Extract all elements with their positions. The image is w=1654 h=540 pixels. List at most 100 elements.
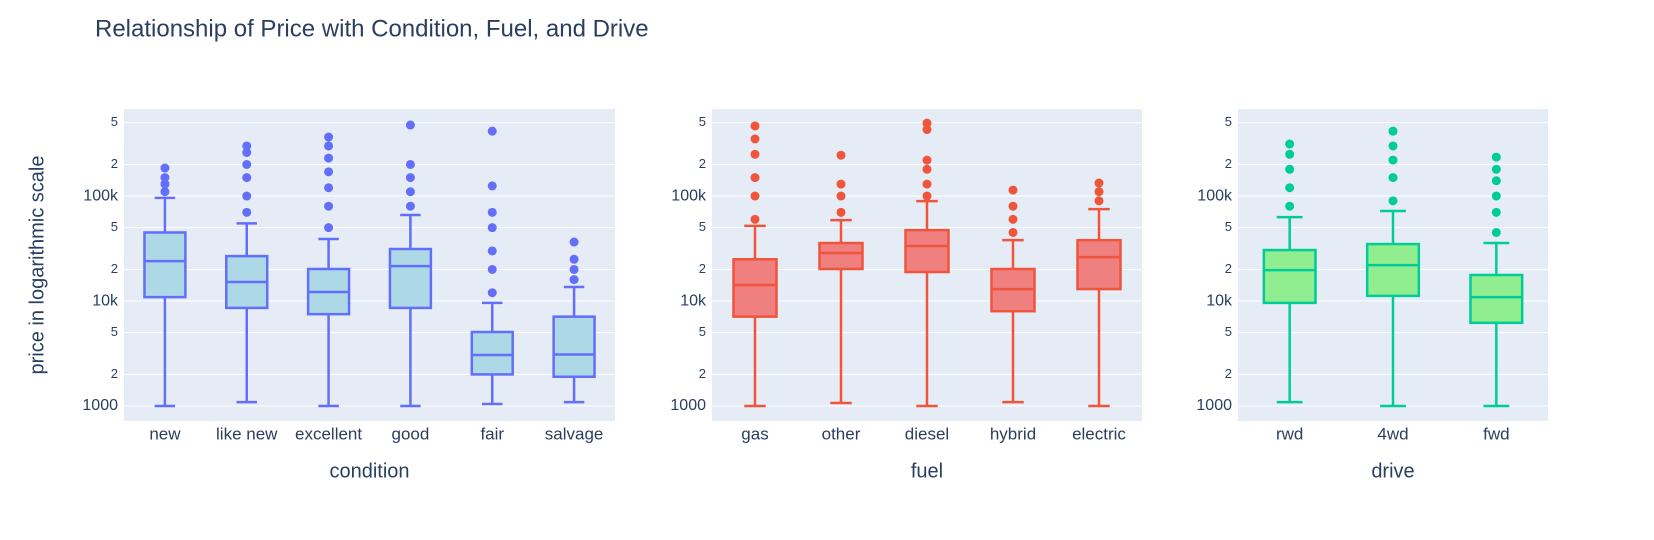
- x-axis-title: drive: [1371, 460, 1414, 482]
- outlier: [1285, 201, 1295, 211]
- box: [143, 231, 187, 299]
- outlier: [1285, 183, 1295, 193]
- outlier: [242, 191, 252, 201]
- y-tick-label: 100k: [671, 187, 707, 204]
- y-tick-label: 2: [699, 156, 706, 171]
- outlier: [405, 159, 415, 169]
- x-axis-title: fuel: [911, 460, 943, 482]
- outlier: [242, 159, 252, 169]
- y-axis-title: price in logarithmic scale: [26, 156, 48, 375]
- outlier: [242, 207, 252, 217]
- y-tick-label: 5: [699, 114, 706, 129]
- x-tick-label: gas: [741, 424, 768, 443]
- box: [470, 330, 514, 376]
- outlier: [487, 126, 497, 136]
- outlier: [569, 237, 579, 247]
- box: [732, 258, 778, 318]
- outlier: [242, 141, 252, 151]
- outlier: [160, 179, 170, 189]
- outlier: [324, 132, 334, 142]
- x-tick-label: salvage: [545, 424, 604, 443]
- outlier: [324, 201, 334, 211]
- outlier: [160, 187, 170, 197]
- outlier: [922, 164, 932, 174]
- y-tick-label: 5: [111, 114, 118, 129]
- outlier: [324, 167, 334, 177]
- outlier: [1388, 141, 1398, 151]
- y-tick-label: 2: [111, 261, 118, 276]
- y-tick-label: 10k: [1206, 292, 1233, 309]
- y-tick-label: 2: [1225, 261, 1232, 276]
- outlier: [1008, 201, 1018, 211]
- outlier: [405, 173, 415, 183]
- outlier: [1094, 187, 1104, 197]
- outlier: [1388, 155, 1398, 165]
- outlier: [750, 191, 760, 201]
- y-tick-label: 100k: [1197, 187, 1233, 204]
- outlier: [1285, 164, 1295, 174]
- outlier: [160, 163, 170, 173]
- y-tick-label: 5: [1225, 114, 1232, 129]
- y-tick-label: 10k: [92, 292, 119, 309]
- outlier: [324, 183, 334, 193]
- outlier: [1008, 185, 1018, 195]
- outlier: [922, 191, 932, 201]
- x-tick-label: other: [822, 424, 861, 443]
- y-tick-label: 2: [1225, 156, 1232, 171]
- x-tick-label: hybrid: [990, 424, 1036, 443]
- y-tick-label: 10k: [680, 292, 707, 309]
- outlier: [324, 223, 334, 233]
- outlier: [1008, 214, 1018, 224]
- box: [904, 228, 950, 274]
- outlier: [750, 134, 760, 144]
- outlier: [1388, 196, 1398, 206]
- y-tick-label: 5: [1225, 324, 1232, 339]
- outlier: [405, 201, 415, 211]
- x-axis-title: condition: [329, 460, 409, 482]
- x-tick-label: like new: [216, 424, 278, 443]
- outlier: [487, 264, 497, 274]
- outlier: [487, 223, 497, 233]
- x-tick-label: fair: [480, 424, 504, 443]
- outlier: [922, 155, 932, 165]
- outlier: [487, 207, 497, 217]
- outlier: [242, 147, 252, 157]
- y-tick-label: 1000: [1196, 397, 1232, 414]
- outlier: [1491, 164, 1501, 174]
- outlier: [1491, 176, 1501, 186]
- outlier: [1094, 196, 1104, 206]
- outlier: [160, 173, 170, 183]
- plot-background: [124, 109, 615, 421]
- x-tick-label: 4wd: [1377, 424, 1408, 443]
- outlier: [750, 149, 760, 159]
- outlier: [750, 214, 760, 224]
- chart-title: Relationship of Price with Condition, Fu…: [95, 15, 649, 42]
- outlier: [242, 173, 252, 183]
- box: [1262, 248, 1317, 305]
- outlier: [1285, 139, 1295, 149]
- outlier: [1388, 126, 1398, 136]
- outlier: [405, 187, 415, 197]
- y-tick-label: 2: [1225, 366, 1232, 381]
- box: [552, 315, 596, 379]
- outlier: [1285, 149, 1295, 159]
- y-tick-label: 2: [699, 261, 706, 276]
- box: [1469, 273, 1524, 325]
- x-tick-label: excellent: [295, 424, 362, 443]
- box: [388, 247, 433, 310]
- outlier: [1094, 178, 1104, 188]
- outlier: [836, 179, 846, 189]
- y-tick-label: 5: [1225, 219, 1232, 234]
- y-tick-label: 5: [111, 324, 118, 339]
- outlier: [836, 207, 846, 217]
- outlier: [1388, 173, 1398, 183]
- outlier: [569, 254, 579, 264]
- box: [1365, 242, 1421, 298]
- x-tick-label: rwd: [1276, 424, 1303, 443]
- y-tick-label: 2: [699, 366, 706, 381]
- x-tick-label: diesel: [905, 424, 949, 443]
- outlier: [324, 141, 334, 151]
- y-tick-label: 5: [699, 324, 706, 339]
- outlier: [1491, 227, 1501, 237]
